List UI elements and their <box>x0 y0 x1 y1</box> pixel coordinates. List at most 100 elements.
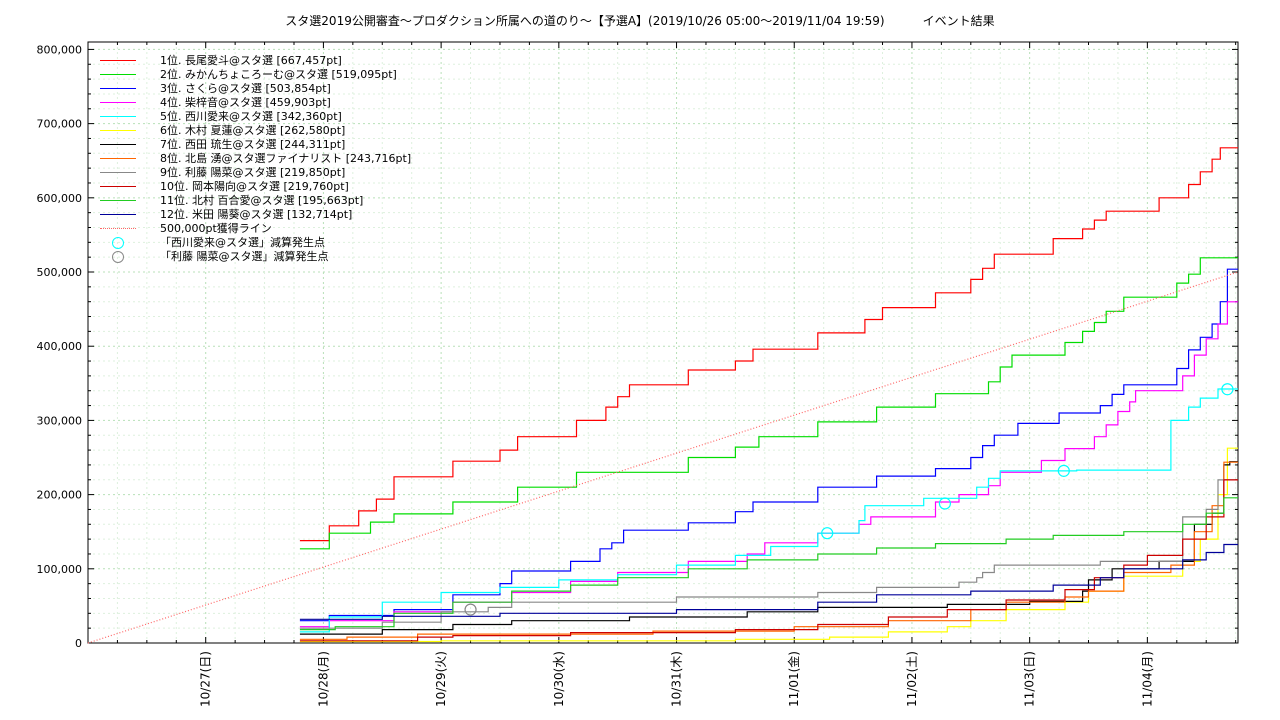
legend-item: 「西川愛来@スタ選」減算発生点 <box>100 236 411 250</box>
legend-line <box>100 214 136 215</box>
tick-labels: 0 100,000 200,000 300,000 400,000 500,000 600,… <box>37 43 1155 707</box>
xtick-label: 10/30(水) <box>552 651 566 707</box>
xtick-label: 10/28(月) <box>316 651 330 707</box>
legend-marker-icon <box>112 251 124 263</box>
legend-swatch <box>100 82 136 96</box>
legend-swatch <box>100 180 136 194</box>
legend-item: 6位. 木村 夏蓮@スタ選 [262,580pt] <box>100 124 411 138</box>
legend-swatch <box>100 138 136 152</box>
legend-swatch <box>100 222 136 236</box>
legend-item: 「利藤 陽菜@スタ選」減算発生点 <box>100 250 411 264</box>
legend-label: 「利藤 陽菜@スタ選」減算発生点 <box>160 250 329 263</box>
legend-label: 「西川愛来@スタ選」減算発生点 <box>160 236 325 249</box>
legend-swatch <box>100 208 136 222</box>
axis-ticks <box>87 42 1238 644</box>
legend-line <box>100 60 136 61</box>
legend-line <box>100 130 136 131</box>
legend-item: 7位. 西田 琉生@スタ選 [244,311pt] <box>100 138 411 152</box>
legend-swatch <box>100 152 136 166</box>
legend-line <box>100 200 136 201</box>
legend-item: 12位. 米田 陽葵@スタ選 [132,714pt] <box>100 208 411 222</box>
legend-label: 1位. 長尾愛斗@スタ選 [667,457pt] <box>160 54 342 67</box>
legend-item: 11位. 北村 百合愛@スタ選 [195,663pt] <box>100 194 411 208</box>
legend-label: 2位. みかんちょころーむ@スタ選 [519,095pt] <box>160 68 397 81</box>
legend-label: 7位. 西田 琉生@スタ選 [244,311pt] <box>160 138 346 151</box>
series-line <box>299 147 1238 542</box>
marker-point <box>821 527 834 540</box>
legend-item: 1位. 長尾愛斗@スタ選 [667,457pt] <box>100 54 411 68</box>
xtick-label: 11/01(金) <box>786 651 801 707</box>
series-line <box>299 388 1238 633</box>
legend-label: 8位. 北島 湧@スタ選ファイナリスト [243,716pt] <box>160 152 412 165</box>
legend-swatch <box>100 110 136 124</box>
legend-line <box>100 88 136 89</box>
legend-swatch <box>100 54 136 68</box>
legend-swatch <box>100 68 136 82</box>
legend-label: 4位. 柴梓音@スタ選 [459,903pt] <box>160 96 331 109</box>
legend-item: 10位. 岡本陽向@スタ選 [219,760pt] <box>100 180 411 194</box>
legend-item: 2位. みかんちょころーむ@スタ選 [519,095pt] <box>100 68 411 82</box>
marker-point <box>464 603 477 616</box>
ytick-label: 400,000 <box>37 340 83 353</box>
xtick-label: 10/29(火) <box>434 651 448 707</box>
ytick-label: 600,000 <box>37 192 83 205</box>
legend-line <box>100 102 136 103</box>
markers <box>464 383 1234 616</box>
legend-item: 8位. 北島 湧@スタ選ファイナリスト [243,716pt] <box>100 152 411 166</box>
legend-label: 5位. 西川愛来@スタ選 [342,360pt] <box>160 110 342 123</box>
series-line <box>299 543 1238 620</box>
legend-swatch <box>100 194 136 208</box>
legend-item: 5位. 西川愛来@スタ選 [342,360pt] <box>100 110 411 124</box>
xtick-label: 11/04(月) <box>1140 651 1154 707</box>
chart-title: スタ選2019公開審査～プロダクション所属への道のり～【予選A】(2019/10… <box>285 14 995 28</box>
xtick-label: 10/27(日) <box>199 651 213 707</box>
legend-label: 500,000pt獲得ライン <box>160 222 272 235</box>
ytick-label: 800,000 <box>37 43 83 56</box>
series-line <box>299 257 1238 550</box>
plot-frame <box>87 41 1239 644</box>
legend-line <box>100 74 136 75</box>
marker-point <box>1221 383 1234 396</box>
ytick-label: 100,000 <box>37 563 83 576</box>
legend-label: 6位. 木村 夏蓮@スタ選 [262,580pt] <box>160 124 346 137</box>
ytick-label: 300,000 <box>37 414 83 427</box>
series-line <box>299 461 1238 635</box>
marker-point <box>1057 464 1070 477</box>
legend-item: 500,000pt獲得ライン <box>100 222 411 236</box>
legend-label: 12位. 米田 陽葵@スタ選 [132,714pt] <box>160 208 353 221</box>
series-line <box>299 479 1238 642</box>
legend-swatch <box>100 236 136 250</box>
legend-label: 10位. 岡本陽向@スタ選 [219,760pt] <box>160 180 349 193</box>
legend-swatch <box>100 250 136 264</box>
ytick-label: 700,000 <box>37 118 83 131</box>
series-line <box>299 497 1238 631</box>
xtick-label: 11/02(土) <box>905 651 919 707</box>
legend-line <box>100 172 136 173</box>
legend-item: 4位. 柴梓音@スタ選 [459,903pt] <box>100 96 411 110</box>
legend-line <box>100 228 136 229</box>
series-lines <box>87 147 1239 644</box>
legend-item: 9位. 利藤 陽菜@スタ選 [219,850pt] <box>100 166 411 180</box>
legend-swatch <box>100 96 136 110</box>
legend-swatch <box>100 124 136 138</box>
legend-line <box>100 116 136 117</box>
ytick-label: 0 <box>75 637 82 650</box>
series-line <box>87 271 1239 644</box>
series-line <box>299 268 1238 622</box>
legend-swatch <box>100 166 136 180</box>
ytick-label: 500,000 <box>37 266 83 279</box>
legend-item: 3位. さくら@スタ選 [503,854pt] <box>100 82 411 96</box>
legend-label: 3位. さくら@スタ選 [503,854pt] <box>160 82 331 95</box>
xtick-label: 11/03(日) <box>1023 651 1037 707</box>
legend-marker-icon <box>112 237 124 249</box>
grid <box>87 42 1238 644</box>
marker-point <box>938 497 952 510</box>
legend-line <box>100 186 136 187</box>
ytick-label: 200,000 <box>37 489 83 502</box>
xtick-label: 10/31(木) <box>670 651 684 707</box>
series-line <box>299 461 1238 640</box>
legend: 1位. 長尾愛斗@スタ選 [667,457pt] 2位. みかんちょころーむ@スタ… <box>100 54 411 264</box>
legend-line <box>100 158 136 159</box>
legend-line <box>100 144 136 145</box>
